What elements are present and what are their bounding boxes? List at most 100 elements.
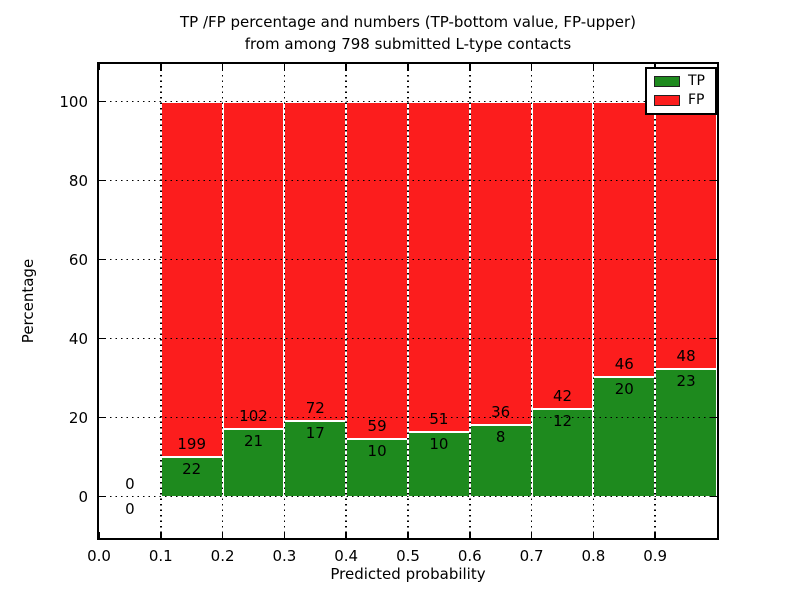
tp-legend-label: TP: [688, 73, 705, 90]
x-axis-tick: [407, 532, 409, 538]
gridline-vertical: [654, 64, 656, 538]
x-tick-label: 0.3: [272, 547, 297, 565]
tp-legend-swatch: [654, 76, 680, 88]
gridline-vertical: [160, 64, 162, 538]
x-axis-tick: [530, 532, 533, 538]
chart-title-line2: from among 798 submitted L-type contacts: [244, 35, 572, 53]
bar-value-label-fp: 42: [552, 386, 573, 405]
x-tick-label: 0.5: [396, 547, 420, 565]
bar-value-label-fp: 36: [491, 402, 511, 421]
y-axis-tick-right: [711, 416, 717, 419]
y-axis-tick: [99, 100, 105, 103]
y-axis-tick: [99, 495, 105, 498]
fp-legend-label: FP: [688, 91, 705, 108]
y-tick-label: 80: [68, 171, 88, 190]
bar-value-label-tp: 23: [676, 371, 696, 390]
y-axis-tick: [99, 179, 105, 182]
x-axis-tick: [160, 532, 162, 538]
plot-inner: 0 0 199 22 102 21 72 17 59 10 51 10 36 8 42 12 46 20 48 23: [99, 64, 717, 538]
bar-value-label-fp: 48: [676, 346, 696, 365]
x-tick-label: 0.7: [519, 547, 544, 565]
y-axis-tick: [99, 337, 105, 340]
bar-value-label-tp: 10: [367, 442, 387, 461]
x-axis-tick-top: [592, 64, 595, 70]
x-axis-tick-top: [345, 64, 347, 70]
y-tick-label: 40: [68, 329, 88, 348]
y-tick-label: 100: [59, 92, 88, 111]
bar-value-label-tp: 8: [495, 427, 506, 446]
x-axis-tick: [283, 532, 286, 538]
gridline-vertical: [221, 64, 224, 538]
legend-entry-tp: TP: [654, 74, 715, 89]
bar-value-label-tp: 10: [429, 434, 449, 453]
bar-value-label-tp: 21: [243, 432, 264, 451]
y-axis-tick: [99, 258, 105, 261]
x-axis-label: Predicted probability: [330, 565, 486, 583]
gridline-vertical: [469, 64, 471, 538]
x-axis-tick: [469, 532, 471, 538]
bar-segment-fp: [222, 101, 285, 430]
y-axis-tick: [99, 416, 105, 419]
gridline-vertical: [407, 64, 409, 538]
bar-segment-tp: [160, 457, 223, 497]
bar-segment-fp: [160, 101, 223, 458]
chart-title-line1: TP /FP percentage and numbers (TP-bottom…: [180, 13, 636, 31]
x-axis-tick: [654, 532, 656, 538]
plot-area: 0 0 199 22 102 21 72 17 59 10 51 10 36 8 42 12 46 20 48 23: [97, 62, 719, 540]
bar-value-label-tp: 20: [614, 379, 634, 398]
y-tick-label: 20: [68, 408, 88, 427]
y-axis-tick-right: [711, 258, 717, 261]
bar-value-label-fp: 46: [614, 354, 634, 373]
bar-segment-fp: [593, 101, 656, 377]
bar-segment-tp: [222, 429, 285, 497]
x-tick-label: 0.1: [148, 547, 173, 565]
bar-value-label-tp: 22: [182, 460, 202, 479]
bar-value-label-fp: 51: [429, 409, 449, 428]
x-tick-label: 0.4: [334, 547, 359, 565]
bar-value-label-fp: 72: [305, 399, 325, 418]
x-axis-tick: [221, 532, 224, 538]
bar-value-label-tp: 0: [125, 499, 135, 518]
y-axis-tick-right: [711, 179, 717, 182]
x-axis-tick-top: [469, 64, 471, 70]
x-tick-label: 0.8: [581, 547, 606, 565]
legend-entry-fp: FP: [654, 91, 715, 108]
x-tick-label: 0.6: [457, 547, 482, 565]
x-axis-tick-top: [221, 64, 224, 70]
x-tick-label: 0.2: [210, 547, 235, 565]
bar-value-label-tp: 12: [552, 411, 573, 430]
x-axis-tick: [592, 532, 595, 538]
gridline-vertical: [283, 64, 286, 538]
bar-segment-fp: [284, 101, 347, 422]
y-tick-label: 0: [78, 487, 88, 506]
x-axis-tick-top: [98, 64, 100, 70]
x-axis-tick-top: [160, 64, 162, 70]
bar-segment-fp: [346, 101, 408, 440]
bar-segment-fp: [655, 101, 717, 369]
gridline-vertical: [592, 64, 595, 538]
fp-legend-swatch: [654, 94, 680, 106]
x-tick-label: 0.9: [643, 547, 668, 565]
x-axis-tick-top: [530, 64, 533, 70]
gridline-vertical: [345, 64, 347, 538]
x-tick-label: 0.0: [87, 547, 111, 565]
bar-segment-tp: [593, 376, 656, 497]
bar-segment-fp: [469, 101, 532, 425]
bar-value-label-fp: 0: [125, 474, 135, 493]
legend: TP FP: [645, 67, 717, 115]
x-axis-tick-top: [407, 64, 409, 70]
y-axis-tick-right: [711, 495, 717, 498]
y-axis-tick-right: [711, 337, 717, 340]
x-axis-tick: [98, 532, 100, 538]
chart-title: TP /FP percentage and numbers (TP-bottom…: [97, 11, 719, 55]
y-tick-label: 60: [68, 250, 88, 269]
bar-value-label-tp: 17: [305, 424, 325, 443]
bar-value-label-fp: 199: [177, 435, 207, 454]
bar-value-label-fp: 59: [367, 417, 387, 436]
gridline-vertical: [530, 64, 533, 538]
bar-segment-fp: [531, 101, 594, 409]
bar-value-label-fp: 102: [239, 407, 268, 426]
x-axis-tick: [345, 532, 347, 538]
x-axis-tick-top: [283, 64, 286, 70]
